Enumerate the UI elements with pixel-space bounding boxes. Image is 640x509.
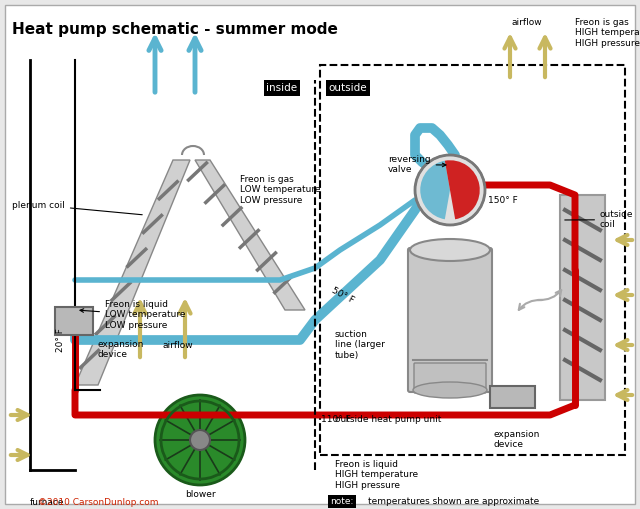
Ellipse shape bbox=[413, 382, 487, 398]
Text: furnace: furnace bbox=[30, 498, 65, 507]
Text: Freon is gas
LOW temperature
LOW pressure: Freon is gas LOW temperature LOW pressur… bbox=[240, 175, 321, 205]
Text: Freon is gas
HIGH temperature
HIGH pressure: Freon is gas HIGH temperature HIGH press… bbox=[575, 18, 640, 48]
Bar bbox=[560, 195, 605, 400]
Text: suction
line (larger
tube): suction line (larger tube) bbox=[335, 330, 385, 360]
Text: 110° F: 110° F bbox=[321, 415, 351, 424]
Text: 50° F: 50° F bbox=[330, 286, 355, 304]
Bar bbox=[55, 307, 93, 335]
Text: outside heat pump unit: outside heat pump unit bbox=[335, 415, 442, 424]
Text: inside: inside bbox=[266, 83, 298, 93]
Text: temperatures shown are approximate: temperatures shown are approximate bbox=[368, 497, 540, 506]
Text: 20° F: 20° F bbox=[56, 328, 65, 352]
Circle shape bbox=[155, 395, 245, 485]
Text: outside
coil: outside coil bbox=[564, 210, 634, 230]
Wedge shape bbox=[420, 161, 450, 219]
Text: blower: blower bbox=[185, 490, 215, 499]
Text: ©2010 CarsonDunlop.com: ©2010 CarsonDunlop.com bbox=[38, 498, 159, 507]
Bar bbox=[320, 65, 625, 455]
Text: Freon is liquid
HIGH temperature
HIGH pressure: Freon is liquid HIGH temperature HIGH pr… bbox=[335, 460, 418, 490]
Polygon shape bbox=[75, 160, 190, 385]
Text: airflow: airflow bbox=[512, 18, 542, 27]
Polygon shape bbox=[195, 160, 305, 310]
FancyBboxPatch shape bbox=[408, 248, 492, 392]
Text: 150° F: 150° F bbox=[488, 195, 518, 205]
Text: Freon is liquid
LOW temperature
LOW pressure: Freon is liquid LOW temperature LOW pres… bbox=[80, 300, 186, 330]
Text: Heat pump schematic - summer mode: Heat pump schematic - summer mode bbox=[12, 22, 338, 37]
Circle shape bbox=[415, 155, 485, 225]
Wedge shape bbox=[445, 160, 480, 219]
Text: plenum coil: plenum coil bbox=[12, 201, 142, 215]
Text: airflow: airflow bbox=[163, 341, 193, 350]
Text: expansion
device: expansion device bbox=[493, 430, 540, 449]
Text: note:: note: bbox=[330, 497, 353, 506]
Text: reversing
valve: reversing valve bbox=[388, 155, 446, 175]
Text: outside: outside bbox=[329, 83, 367, 93]
Bar bbox=[490, 386, 535, 408]
Ellipse shape bbox=[410, 239, 490, 261]
Text: expansion
device: expansion device bbox=[98, 340, 145, 359]
FancyBboxPatch shape bbox=[414, 363, 486, 393]
Circle shape bbox=[190, 430, 210, 450]
